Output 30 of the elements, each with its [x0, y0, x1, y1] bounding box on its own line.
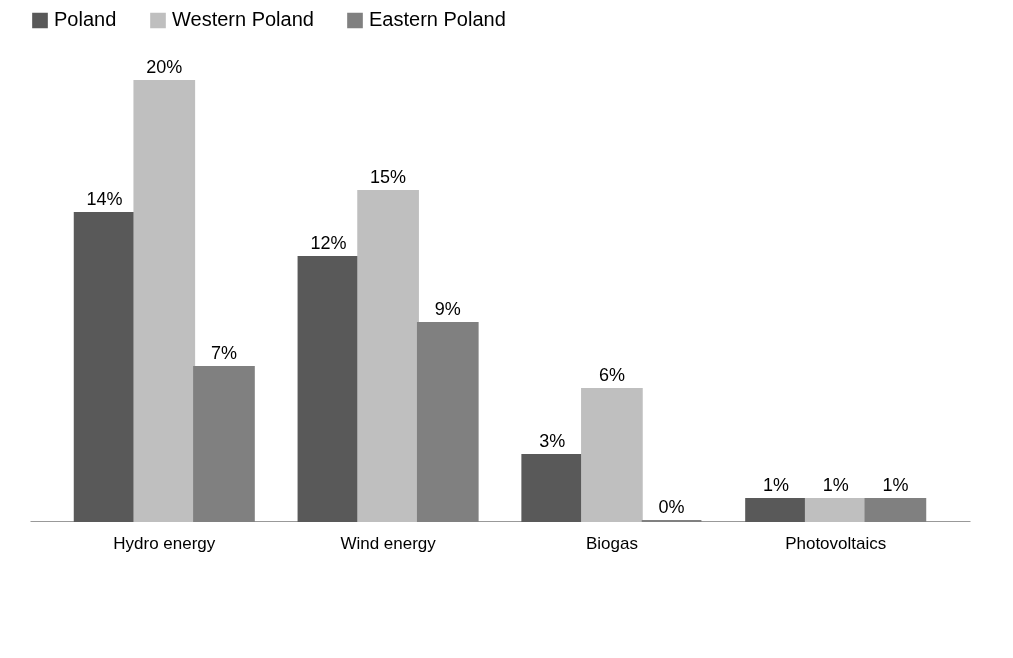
- data-label: 7%: [210, 343, 237, 363]
- data-label: 0%: [658, 497, 685, 517]
- legend-label: Poland: [54, 8, 117, 31]
- data-label: 6%: [598, 365, 625, 385]
- legend-label: Western Poland: [172, 8, 314, 31]
- x-tick-label: Photovoltaics: [785, 533, 887, 553]
- data-label: 3%: [539, 431, 566, 451]
- bar: [193, 366, 255, 522]
- data-label: 9%: [434, 299, 461, 319]
- data-label: 1%: [822, 475, 849, 495]
- bar: [357, 190, 419, 522]
- bar: [864, 498, 927, 522]
- x-tick-label: Hydro energy: [113, 533, 216, 553]
- bar: [521, 454, 584, 522]
- bar: [581, 388, 643, 522]
- x-tick-label: Wind energy: [340, 533, 437, 553]
- x-tick-label: Biogas: [585, 533, 638, 553]
- data-label: 14%: [86, 189, 123, 209]
- legend-label: Eastern Poland: [369, 8, 506, 31]
- bar: [416, 322, 479, 522]
- bar: [297, 256, 360, 522]
- data-label: 12%: [310, 233, 347, 253]
- bar: [804, 498, 867, 522]
- data-label: 1%: [763, 475, 790, 495]
- data-label: 1%: [882, 475, 909, 495]
- bar: [133, 80, 196, 522]
- bar: [73, 212, 136, 522]
- data-label: 20%: [146, 57, 183, 77]
- data-label: 15%: [370, 167, 407, 187]
- bar: [745, 498, 807, 522]
